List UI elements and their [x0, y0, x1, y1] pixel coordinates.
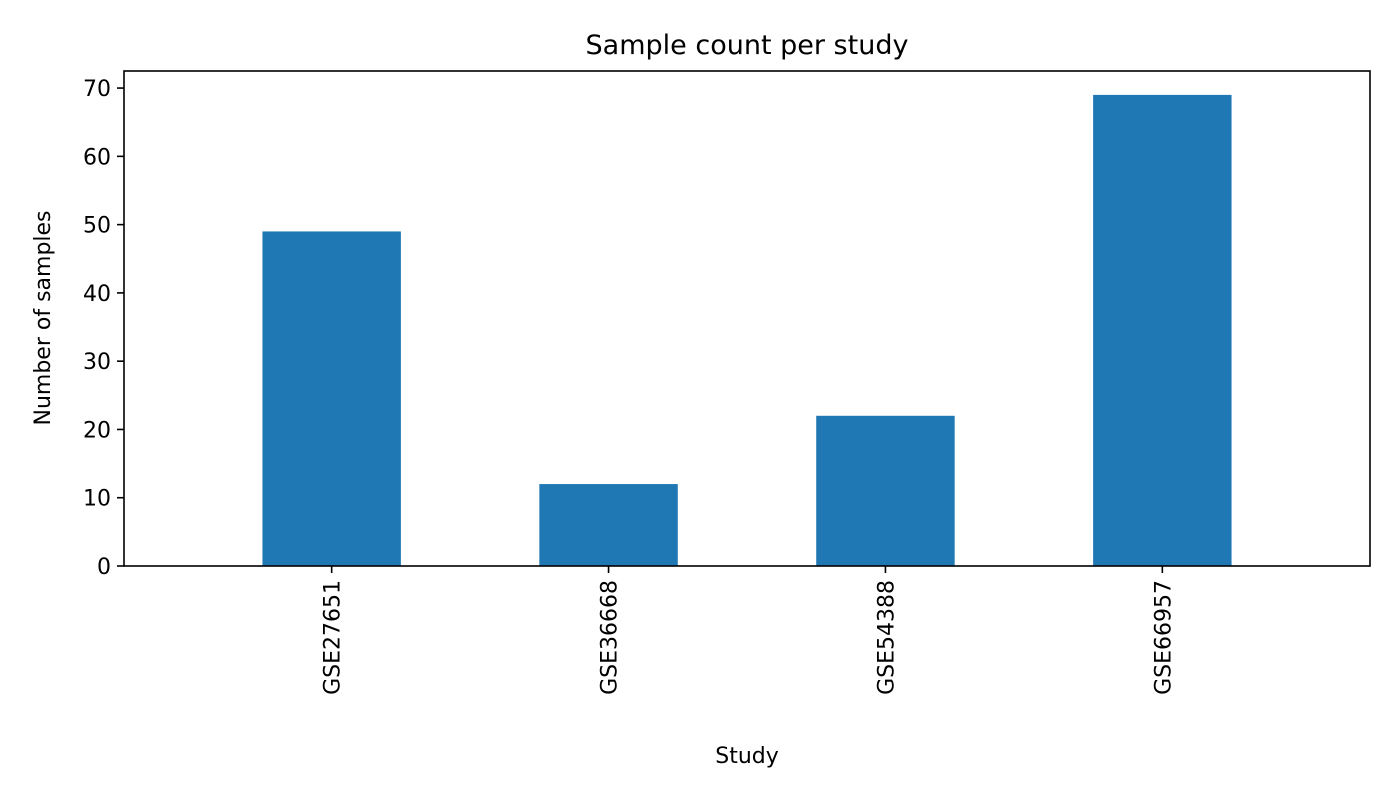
y-tick-label: 50 [83, 214, 111, 239]
y-tick-label: 10 [83, 487, 111, 512]
y-axis-ticks: 0 10 20 30 40 50 60 70 [83, 77, 124, 580]
x-axis-label: Study [715, 744, 779, 769]
chart-title: Sample count per study [586, 30, 909, 61]
x-tick-label: GSE66957 [1151, 580, 1176, 695]
y-tick-label: 20 [83, 418, 111, 443]
y-axis-label: Number of samples [31, 210, 56, 425]
bar-GSE27651 [262, 231, 401, 566]
bar-GSE66957 [1093, 94, 1232, 567]
plot-frame [123, 70, 1371, 567]
x-axis-ticks: GSE27651 GSE36668 GSE54388 GSE66957 [321, 566, 1176, 695]
x-tick-label: GSE54388 [874, 580, 899, 695]
bar-GSE54388 [816, 415, 955, 566]
x-tick-label: GSE27651 [321, 580, 346, 695]
y-tick-label: 70 [83, 77, 111, 102]
plot-area [262, 94, 1232, 567]
x-tick-label: GSE36668 [598, 580, 623, 695]
y-tick-label: 0 [97, 555, 111, 580]
y-tick-label: 60 [83, 145, 111, 170]
y-tick-label: 30 [83, 350, 111, 375]
y-tick-label: 40 [83, 282, 111, 307]
bar-GSE36668 [539, 484, 678, 566]
